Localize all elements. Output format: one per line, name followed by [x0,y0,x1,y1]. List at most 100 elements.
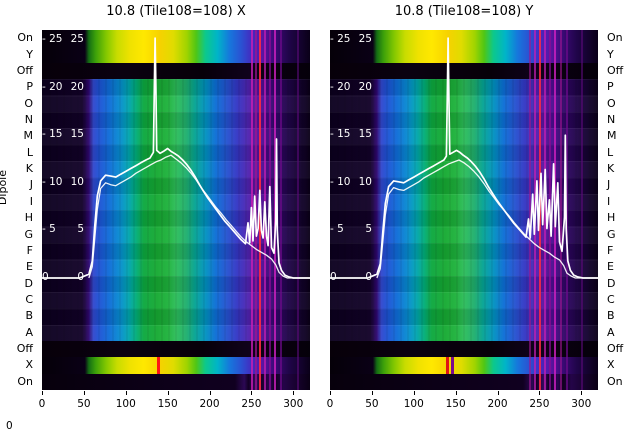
power-ticks-right: 25 20 15 10 5 0 [42,30,84,390]
x-tick-mark [539,391,541,395]
dipole-row-label: P [26,80,33,94]
dipole-row-label: B [25,309,33,323]
power-tick-label-left: - 15 [330,128,351,141]
power-tick-label-left: - 20 [330,80,351,93]
dipole-row-label: E [26,260,33,274]
x-tick-mark [209,391,211,395]
x-tick-label: 50 [365,398,379,410]
power-tick-label-left: - 15 [42,128,63,141]
strip-mark [156,357,160,374]
strip-mark [450,357,454,374]
power-tick-label-left: 0 [42,271,49,283]
spectral-vline [297,30,300,390]
x-strip [42,357,310,374]
power-tick-label-right: 25 [358,33,372,45]
dipole-row-label: M [23,129,34,143]
x-tick-mark [83,391,85,395]
dipole-row-label: D [607,276,616,290]
power-tick-label-left: - 10 [42,175,63,188]
power-tick-label-right: 15 [358,128,372,141]
dipole-row-label: K [607,162,615,176]
x-tick-label: 300 [571,398,592,410]
dipole-row-label: On [607,374,623,388]
power-line-power-main [330,37,598,279]
x-tick-label: 0 [326,398,334,410]
power-line-power-main [42,37,310,279]
x-axis-left: 0 50 100 150 200 250 300 [38,391,310,417]
dipole-row-label: G [607,227,616,241]
dipole-row-label: H [24,211,33,225]
x-tick-label: 100 [115,398,136,410]
x-axis-right: 0 50 100 150 200 250 300 [326,391,598,417]
dipole-row-label: J [29,178,33,192]
power-tick-label-left: - 20 [42,80,63,93]
power-line-power-secondary [88,154,310,279]
dipole-row-label: O [24,96,33,110]
dipole-row-label: A [25,325,33,339]
dipole-row-label: K [25,162,33,176]
x-tick-label: 250 [529,398,550,410]
dipole-row-label: M [607,129,617,143]
x-tick-mark [293,391,295,395]
spectral-vline [279,30,282,390]
x-tick-label: 250 [241,398,262,410]
dipole-row-labels-right: On Y Off P O N M L K J I H G F E D C B A Off X On [602,30,640,390]
dipole-row-label: E [607,260,614,274]
dipole-row-label: On [17,31,33,45]
power-line-plot [330,37,598,279]
x-tick-label: 0 [38,398,46,410]
x-tick-mark [371,391,373,395]
dipole-row-label: On [17,374,33,388]
panel-title-x: 10.8 (Tile108=108) X [106,4,246,19]
power-tick-label-left: - 5 [42,223,56,236]
x-tick-label: 150 [445,398,466,410]
power-line-power-secondary [376,159,598,279]
x-tick-mark [330,391,331,395]
spectral-vline [544,30,547,390]
dipole-row-label: X [25,358,33,372]
dipole-row-labels-left: On Y Off P O N M L K J I H G F E D C B A Off X On [0,30,38,390]
power-tick-label-right: 10 [358,175,372,188]
dipole-row-label: I [607,194,611,208]
x-tick-mark [455,391,457,395]
off-band-bottom [42,340,310,358]
strip-mark [446,357,450,374]
x-tick-label: 200 [487,398,508,410]
dipole-row-label: Y [607,47,614,61]
x-tick-label: 100 [403,398,424,410]
spectral-vline [539,30,542,390]
dipole-row-label: P [607,80,614,94]
dipole-heatmap-block [330,79,598,341]
dipole-row-label: H [607,211,616,225]
heatmap-panel-x: - 25 - 20 - 15 - 10 - 5 0 25 20 15 10 5 0 [42,30,310,390]
dipole-row-label: Off [16,63,33,77]
dipole-row-label: L [607,145,614,159]
x-tick-mark [413,391,415,395]
x-tick-mark [497,391,499,395]
power-tick-label-right: 20 [70,80,84,93]
panel-title-y: 10.8 (Tile108=108) Y [394,4,534,19]
dipole-row-label: D [24,276,33,290]
dipole-row-label: Off [16,342,33,356]
dipole-row-label: N [24,113,33,126]
x-tick-mark [167,391,169,395]
x-tick-mark [42,391,43,395]
dipole-row-label: N [607,113,616,126]
power-tick-label-left: - 5 [330,223,344,236]
power-ticks-right: 25 20 15 10 5 0 [330,30,372,390]
power-tick-label-right: 20 [358,80,372,93]
x-tick-label: 300 [283,398,304,410]
power-tick-label-right: 10 [70,175,84,188]
x-tick-label: 50 [77,398,91,410]
x-tick-label: 200 [199,398,220,410]
dipole-row-label: F [26,243,33,257]
on-y-strip [330,30,598,63]
power-ticks-left: - 25 - 20 - 15 - 10 - 5 0 [330,30,372,390]
dipole-row-label: On [607,31,623,45]
dipole-row-label: X [607,358,615,372]
spectral-vline [581,30,584,390]
dipole-row-label: L [26,145,33,159]
spectral-vline [560,30,563,390]
power-tick-label-left: - 10 [330,175,351,188]
